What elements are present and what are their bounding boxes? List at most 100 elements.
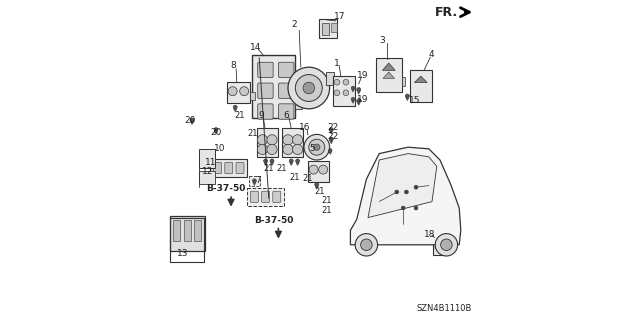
Circle shape <box>309 139 325 155</box>
Text: 21: 21 <box>321 196 332 205</box>
Bar <box>322 23 329 35</box>
Text: 17: 17 <box>334 12 346 21</box>
Circle shape <box>355 234 378 256</box>
FancyBboxPatch shape <box>278 83 294 99</box>
Polygon shape <box>330 141 333 144</box>
Circle shape <box>228 87 237 96</box>
Circle shape <box>267 135 277 145</box>
Circle shape <box>267 144 277 155</box>
Circle shape <box>414 206 418 210</box>
Circle shape <box>292 144 303 155</box>
Bar <box>319 19 337 38</box>
Bar <box>184 220 191 241</box>
Polygon shape <box>357 103 360 105</box>
Bar <box>200 171 215 184</box>
Polygon shape <box>296 163 299 165</box>
Circle shape <box>329 128 333 132</box>
Bar <box>376 59 402 92</box>
Text: 21: 21 <box>248 129 258 138</box>
Circle shape <box>296 159 300 163</box>
Text: 22: 22 <box>328 123 339 132</box>
Text: 14: 14 <box>250 43 261 52</box>
Bar <box>170 216 205 251</box>
Text: 6: 6 <box>284 111 289 120</box>
Circle shape <box>319 165 328 174</box>
Text: B-37-50: B-37-50 <box>254 216 293 225</box>
Bar <box>250 92 255 100</box>
Text: 11: 11 <box>205 158 216 167</box>
Text: 21: 21 <box>315 187 325 196</box>
Text: 21: 21 <box>321 206 332 215</box>
Circle shape <box>190 118 194 122</box>
Circle shape <box>283 135 293 145</box>
Circle shape <box>343 90 349 96</box>
Circle shape <box>292 135 303 145</box>
FancyBboxPatch shape <box>262 191 269 203</box>
Circle shape <box>270 159 274 163</box>
FancyBboxPatch shape <box>236 163 244 174</box>
Circle shape <box>289 159 293 163</box>
Text: 21: 21 <box>289 173 300 182</box>
Bar <box>308 161 329 182</box>
Circle shape <box>314 144 320 150</box>
Text: 15: 15 <box>409 96 420 105</box>
Polygon shape <box>415 76 428 83</box>
Bar <box>410 70 432 102</box>
Polygon shape <box>191 122 193 124</box>
Circle shape <box>214 128 218 132</box>
FancyBboxPatch shape <box>258 62 273 78</box>
Polygon shape <box>329 152 332 155</box>
FancyBboxPatch shape <box>258 83 273 99</box>
Text: 20: 20 <box>184 116 196 124</box>
Bar <box>440 241 443 244</box>
Text: 19: 19 <box>357 71 368 80</box>
Polygon shape <box>214 132 218 134</box>
Text: 19: 19 <box>357 95 368 104</box>
Circle shape <box>395 190 399 194</box>
Bar <box>227 83 250 103</box>
Text: 12: 12 <box>202 167 213 176</box>
Polygon shape <box>406 98 409 100</box>
Polygon shape <box>330 132 333 134</box>
Bar <box>435 241 438 244</box>
Circle shape <box>343 79 349 85</box>
Circle shape <box>328 148 332 152</box>
FancyBboxPatch shape <box>278 104 294 119</box>
Text: 5: 5 <box>309 144 314 153</box>
Text: 20: 20 <box>211 128 221 137</box>
FancyBboxPatch shape <box>278 62 294 78</box>
Circle shape <box>283 144 293 155</box>
Circle shape <box>252 179 257 183</box>
Text: 22: 22 <box>328 132 339 141</box>
Bar <box>333 76 355 107</box>
Circle shape <box>304 134 330 160</box>
Text: 16: 16 <box>300 123 310 132</box>
Circle shape <box>401 206 405 210</box>
Bar <box>295 90 301 109</box>
Bar <box>402 77 406 86</box>
Text: 9: 9 <box>259 111 264 120</box>
Circle shape <box>315 183 319 187</box>
Circle shape <box>309 165 318 174</box>
Polygon shape <box>357 92 360 94</box>
Bar <box>440 246 443 249</box>
Text: 10: 10 <box>214 144 226 153</box>
Circle shape <box>414 185 418 189</box>
Circle shape <box>288 67 330 109</box>
Polygon shape <box>352 101 355 103</box>
Polygon shape <box>264 163 267 165</box>
Text: 3: 3 <box>380 36 385 45</box>
Circle shape <box>233 105 237 109</box>
Bar <box>257 128 278 157</box>
Circle shape <box>404 190 408 194</box>
Text: 1: 1 <box>334 59 340 68</box>
Bar <box>173 220 180 241</box>
Polygon shape <box>383 72 394 78</box>
Polygon shape <box>352 90 355 92</box>
Bar <box>331 23 337 32</box>
Polygon shape <box>368 154 437 218</box>
Circle shape <box>240 87 248 96</box>
Circle shape <box>351 86 355 90</box>
Circle shape <box>405 94 410 98</box>
Text: 21: 21 <box>276 164 287 173</box>
